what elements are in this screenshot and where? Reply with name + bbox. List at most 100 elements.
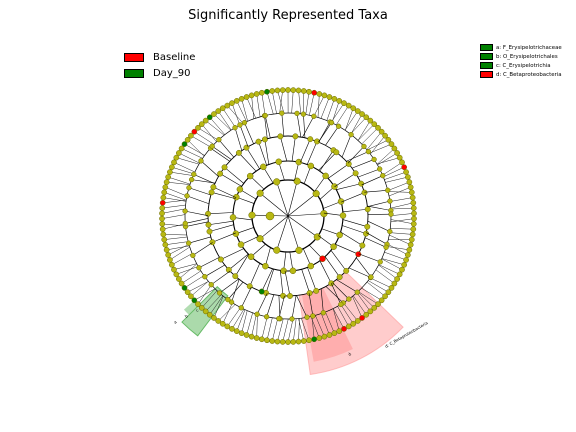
branch-inner [234,127,243,151]
branch-inner [280,136,288,162]
leaf-node [215,108,222,114]
leaf-node [394,150,400,156]
inner-node [254,311,260,317]
leaf-node [224,323,231,330]
branch-leaf [298,90,301,114]
inner-node [300,111,307,117]
leaf-node [269,88,276,94]
clade-label-b: b: O_Erysipelotrichales [496,53,558,60]
leaf-node [274,87,281,94]
inner-node [260,163,267,171]
branch-leaf [390,219,414,225]
branch-leaf [162,199,187,204]
branch-inner [287,215,300,251]
leaf-node [359,315,365,321]
inner-node [364,223,371,230]
branch-leaf [353,295,367,315]
leaf-node [165,252,172,258]
branch-inner [204,264,225,277]
leaf-node [375,124,381,131]
branch-inner [281,113,285,137]
branch-inner [364,237,387,248]
inner-node [186,240,192,246]
branch-leaf [321,313,330,336]
branch-inner [284,270,291,297]
leaf-node [371,305,378,311]
branch-leaf [389,197,413,202]
branch-leaf [187,139,205,157]
inner-node [311,113,317,119]
branch-leaf [366,131,382,150]
branch-leaf [213,295,224,319]
branch-inner [256,293,268,315]
leaf-node [394,276,400,282]
leaf-node [363,311,370,318]
inner-node [335,123,342,129]
inner-node [295,158,302,166]
branch-inner [238,152,257,172]
inner-node [246,283,253,290]
branch-leaf [361,287,382,301]
leaf-node [191,297,198,304]
clade-sector-d-inner [301,287,353,362]
branch-leaf [390,218,415,223]
branch-inner [332,282,350,300]
branch-inner [296,113,302,138]
leaf-node [211,315,217,321]
inner-node [273,178,281,186]
branch-inner [209,224,234,232]
leaf-node [350,105,357,112]
leaf-node [163,247,170,253]
leaf-node [406,179,413,185]
branch-leaf [241,310,248,334]
leaf-node [184,289,191,296]
branch-leaf [164,236,188,240]
inner-node [208,282,214,288]
branch-leaf [309,92,315,116]
branch-leaf [357,291,375,309]
branch-leaf [166,245,190,251]
inner-node [328,119,335,126]
branch-leaf [277,318,284,342]
branch-leaf [384,251,407,261]
branch-leaf [390,213,414,216]
leaf-node [410,205,417,211]
branch-inner [367,205,391,211]
inner-node [262,262,269,270]
clade-swatch-b [480,53,493,60]
inner-node [247,253,255,261]
inner-node [338,301,344,308]
branch-leaf [165,186,188,197]
inner-node [313,233,321,241]
leaf-node [159,199,166,206]
branch-inner [192,242,213,256]
leaf-node [211,111,217,117]
leaf-node [238,95,245,102]
leaf-node [176,276,182,282]
inner-node [310,313,316,319]
branch-inner [276,215,289,251]
branch-leaf [187,281,209,293]
inner-node [228,299,235,305]
branch-inner [308,293,314,317]
leaf-node [316,335,323,341]
inner-node [235,149,242,156]
inner-node [336,274,343,281]
leaf-node [331,95,338,102]
branch-inner [303,114,306,138]
sector-label-d: d [347,351,353,356]
leaf-node [378,297,385,304]
inner-node [256,235,264,243]
branch-inner [287,215,318,238]
branch-leaf [231,309,245,329]
branch-leaf [298,318,300,342]
branch-leaf [287,318,294,343]
leaf-node [410,226,417,233]
branch-inner [208,220,234,226]
branch-leaf [390,207,414,210]
clade-swatch-c [480,62,493,69]
branch-leaf [313,95,325,117]
inner-node [216,137,222,143]
branch-inner [342,225,367,234]
branch-leaf [171,253,193,266]
